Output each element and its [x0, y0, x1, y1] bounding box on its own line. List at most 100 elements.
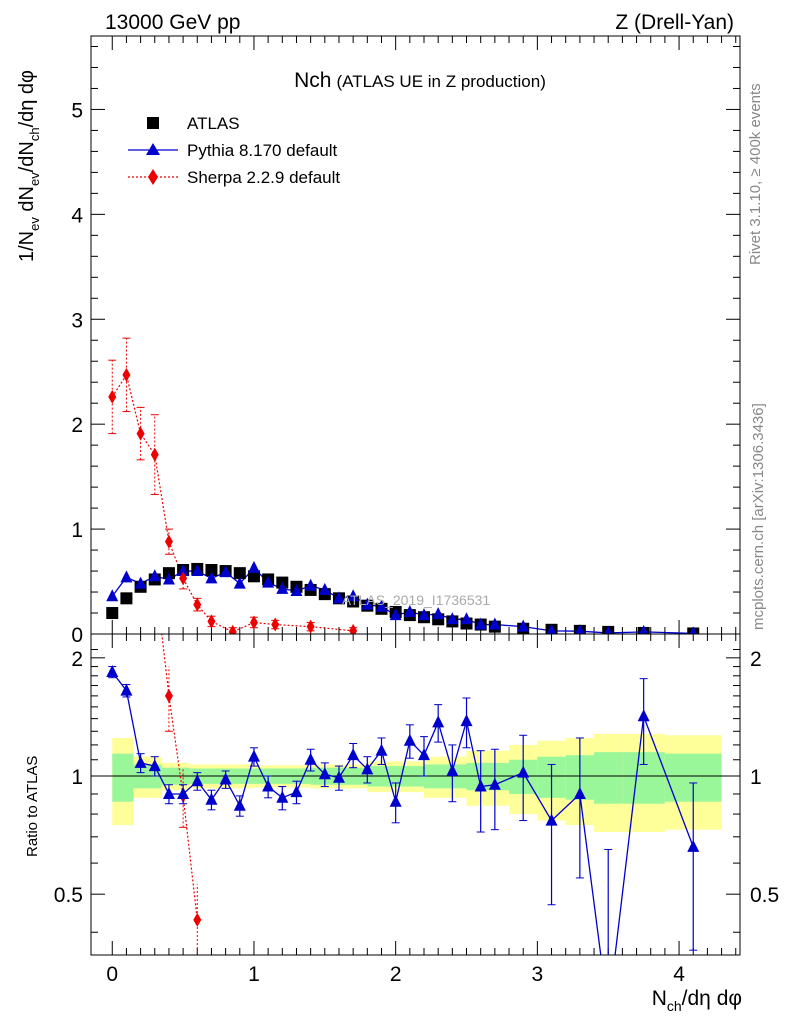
ratio-y-tick-label: 2	[71, 648, 83, 671]
x-tick-label: 2	[390, 963, 402, 986]
pythia-ratio-point	[106, 665, 119, 678]
ratio-axis-ticks	[91, 634, 740, 955]
pythia-ratio-point	[162, 786, 175, 799]
pythia-main-point	[162, 572, 175, 585]
sherpa-main-point	[108, 389, 117, 404]
pythia-ratio-point	[276, 790, 289, 803]
ratio-panel: 0.5 0.5 1 1 2 2 0 1 2 3 4 Ratio to ATLAS Nch/dη d…	[24, 633, 779, 1017]
pythia-main-point	[517, 619, 530, 632]
pythia-main-point	[689, 626, 698, 634]
sherpa-main-point	[349, 623, 358, 634]
pythia-ratio-point	[474, 779, 487, 792]
pythia-ratio-point	[602, 1005, 614, 1017]
pythia-main-point	[191, 564, 204, 577]
ratio-inner-band	[594, 752, 623, 804]
sherpa-main-point	[228, 624, 237, 634]
ratio-data-layer	[106, 634, 700, 1017]
pythia-main-point	[432, 607, 445, 620]
pythia-main-point	[639, 624, 649, 634]
main-y-tick-label: 4	[71, 204, 83, 227]
pythia-main-point	[205, 571, 218, 584]
atlas-point	[205, 564, 218, 577]
x-tick-label: 3	[532, 963, 544, 986]
pythia-main-point	[446, 612, 459, 625]
sherpa-main-point	[249, 615, 258, 630]
pythia-ratio-point	[120, 683, 133, 696]
pythia-main-point	[361, 597, 374, 610]
main-y-tick-label: 0	[71, 624, 83, 647]
mcplots-label: mcplots.cern.ch [arXiv:1306.3436]	[750, 403, 767, 630]
legend-pythia-marker	[146, 143, 160, 155]
ratio-frame	[90, 633, 741, 956]
main-y-tick-labels: 0 1 2 3 4 5	[71, 99, 83, 647]
pythia-ratio-point	[446, 763, 459, 776]
pythia-ratio-point	[233, 798, 246, 811]
pythia-main-point	[488, 617, 501, 630]
pythia-main-point	[233, 576, 246, 589]
pythia-main-point	[304, 578, 317, 591]
ratio-inner-band	[112, 753, 134, 802]
main-plot-area	[91, 36, 740, 634]
pythia-ratio-point	[389, 794, 402, 807]
pythia-ratio-point	[304, 752, 317, 765]
pythia-ratio-point	[375, 743, 388, 756]
main-data-layer	[106, 337, 700, 634]
pythia-main-point	[134, 576, 147, 589]
main-y-axis-label: 1/Nev dNev/dNch/dη dφ	[16, 70, 42, 262]
main-title: Nch (ATLAS UE in Z production)	[294, 69, 546, 92]
process-label: Z (Drell-Yan)	[615, 11, 734, 34]
pythia-main-point	[546, 623, 557, 634]
pythia-main-point	[418, 608, 431, 621]
pythia-main-point	[332, 591, 345, 604]
legend-sherpa-marker	[148, 169, 158, 185]
pythia-ratio-point	[247, 749, 260, 762]
atlas-point	[233, 567, 246, 580]
pythia-ratio-point	[347, 748, 360, 761]
sherpa-main-point	[122, 367, 131, 382]
pythia-main-point	[148, 569, 161, 582]
rivet-label: Rivet 3.1.10, ≥ 400k events	[747, 83, 764, 265]
sherpa-main-point	[150, 447, 159, 462]
pythia-main-point	[604, 625, 613, 634]
legend: ATLAS Pythia 8.170 default Sherpa 2.2.9 …	[128, 114, 340, 187]
analysis-watermark: ATLAS_2019_I1736531	[342, 592, 491, 608]
pythia-main-line	[111, 566, 694, 634]
pythia-ratio-point	[432, 715, 445, 728]
x-tick-label: 0	[106, 963, 118, 986]
main-y-tick-label: 1	[71, 519, 83, 542]
main-y-tick-label: 3	[71, 309, 83, 332]
pythia-ratio-point	[205, 792, 218, 805]
x-tick-label: 1	[248, 963, 260, 986]
pythia-ratio-point	[545, 813, 558, 826]
ratio-y-tick-label: 1	[71, 766, 83, 789]
pythia-ratio-point	[290, 785, 303, 798]
main-y-tick-label: 5	[71, 99, 83, 122]
pythia-main-point	[574, 624, 585, 634]
pythia-main-point	[120, 570, 133, 583]
pythia-main-point	[460, 612, 473, 625]
pythia-main-point	[389, 608, 402, 621]
pythia-main-point	[276, 581, 289, 594]
pythia-ratio-point	[332, 770, 345, 783]
pythia-main-point	[262, 575, 275, 588]
pythia-ratio-line	[111, 671, 694, 955]
pythia-ratio-point	[403, 733, 416, 746]
ratio-y-tick-label: 0.5	[54, 884, 83, 907]
pythia-ratio-point	[687, 839, 700, 852]
pythia-main-point	[106, 589, 119, 602]
sherpa-main-point	[306, 619, 315, 634]
pythia-ratio-point	[148, 759, 161, 772]
pythia-ratio-point	[488, 777, 501, 790]
pythia-main-point	[219, 565, 232, 578]
pythia-ratio-point	[191, 774, 204, 787]
pythia-main-point	[318, 582, 331, 595]
main-y-tick-label: 2	[71, 414, 83, 437]
pythia-ratio-point	[177, 786, 190, 799]
pythia-main-point	[403, 604, 416, 617]
pythia-main-point	[290, 583, 303, 596]
pythia-main-point	[375, 599, 388, 612]
sherpa-main-point	[207, 614, 216, 629]
atlas-point	[247, 570, 260, 583]
ratio-x-tick-labels: 0 1 2 3 4	[106, 963, 685, 986]
sherpa-main-point	[136, 426, 145, 441]
